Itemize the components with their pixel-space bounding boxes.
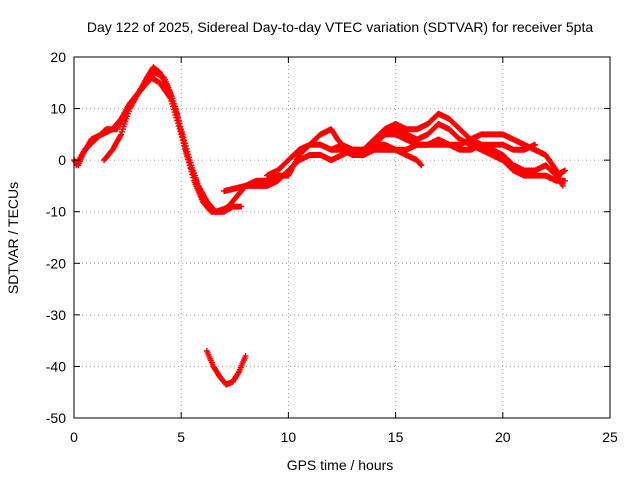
series-markers [101,69,228,215]
plot-frame [73,56,611,419]
axis-ticks: 0 5 10 15 20 25 -50 -40 -30 -20 -10 0 10 20 [46,49,618,445]
y-tick-label: -20 [46,255,66,271]
series-markers [349,146,425,169]
y-tick-label: 20 [50,49,66,65]
y-axis-label: SDTVAR / TECUs [5,182,21,294]
x-tick-label: 20 [495,429,511,445]
series-track-i [371,131,538,153]
x-axis-label: GPS time / hours [287,457,394,473]
gridlines [74,57,610,418]
series-track-g [328,131,566,189]
x-tick-label: 5 [177,429,185,445]
series-track-c [101,69,228,215]
series-markers [203,348,249,388]
x-tick-label: 25 [602,429,618,445]
series-markers [328,131,566,189]
y-tick-label: -30 [46,307,66,323]
chart-title: Day 122 of 2025, Sidereal Day-to-day VTE… [87,19,594,35]
series-track-h [349,146,425,169]
x-tick-label: 10 [281,429,297,445]
y-tick-label: -10 [46,204,66,220]
series-dip-segment [203,348,249,388]
x-tick-label: 15 [388,429,404,445]
data-points [71,64,568,388]
y-tick-label: 0 [58,152,66,168]
y-tick-label: -50 [46,410,66,426]
y-tick-label: -40 [46,358,66,374]
x-tick-label: 0 [70,429,78,445]
series-markers [371,131,538,153]
y-tick-label: 10 [50,101,66,117]
